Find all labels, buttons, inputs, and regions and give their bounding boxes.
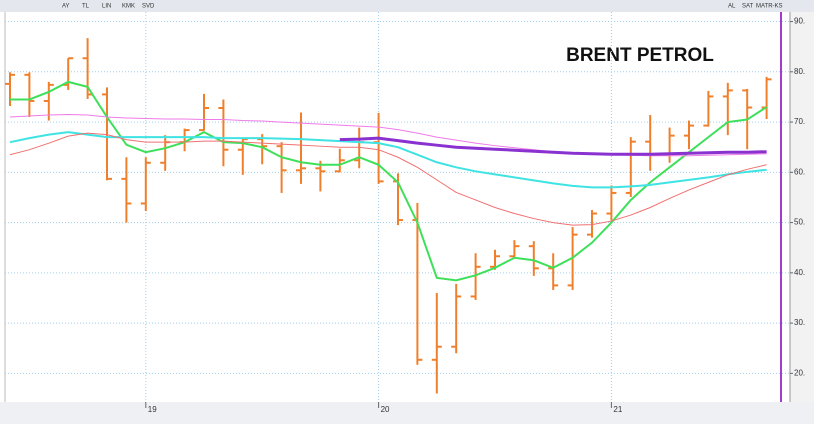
toolbar-item: LIN: [102, 4, 111, 10]
y-tick-label: 90.: [794, 17, 805, 26]
x-axis-strip: [0, 402, 814, 424]
toolbar-item: AY: [62, 4, 70, 10]
y-tick-label: 20.: [794, 368, 805, 377]
toolbar-item: SVD: [142, 4, 155, 10]
toolbar-item: SAT: [742, 4, 754, 10]
moving-average: [10, 80, 768, 282]
y-tick-label: 40.: [794, 268, 805, 277]
chart-title: BRENT PETROL: [566, 45, 714, 66]
moving-average: [9, 132, 767, 226]
toolbar: [0, 0, 814, 12]
moving-average: [339, 136, 767, 156]
toolbar-item: MATR-KS: [756, 4, 783, 10]
toolbar-item: KMK: [122, 4, 135, 10]
toolbar-item: TL: [82, 4, 90, 10]
y-tick-label: 30.: [794, 318, 805, 327]
x-tick-label: 19: [148, 405, 157, 414]
x-tick-label: 20: [381, 405, 390, 414]
y-tick-label: 70.: [794, 117, 805, 126]
y-axis-strip: [790, 12, 814, 402]
toolbar-item: AL: [728, 4, 736, 10]
y-tick-label: 80.: [794, 67, 805, 76]
moving-average: [9, 131, 767, 189]
x-tick-label: 21: [613, 405, 622, 414]
y-tick-label: 50.: [794, 218, 805, 227]
y-tick-label: 60.: [794, 167, 805, 176]
